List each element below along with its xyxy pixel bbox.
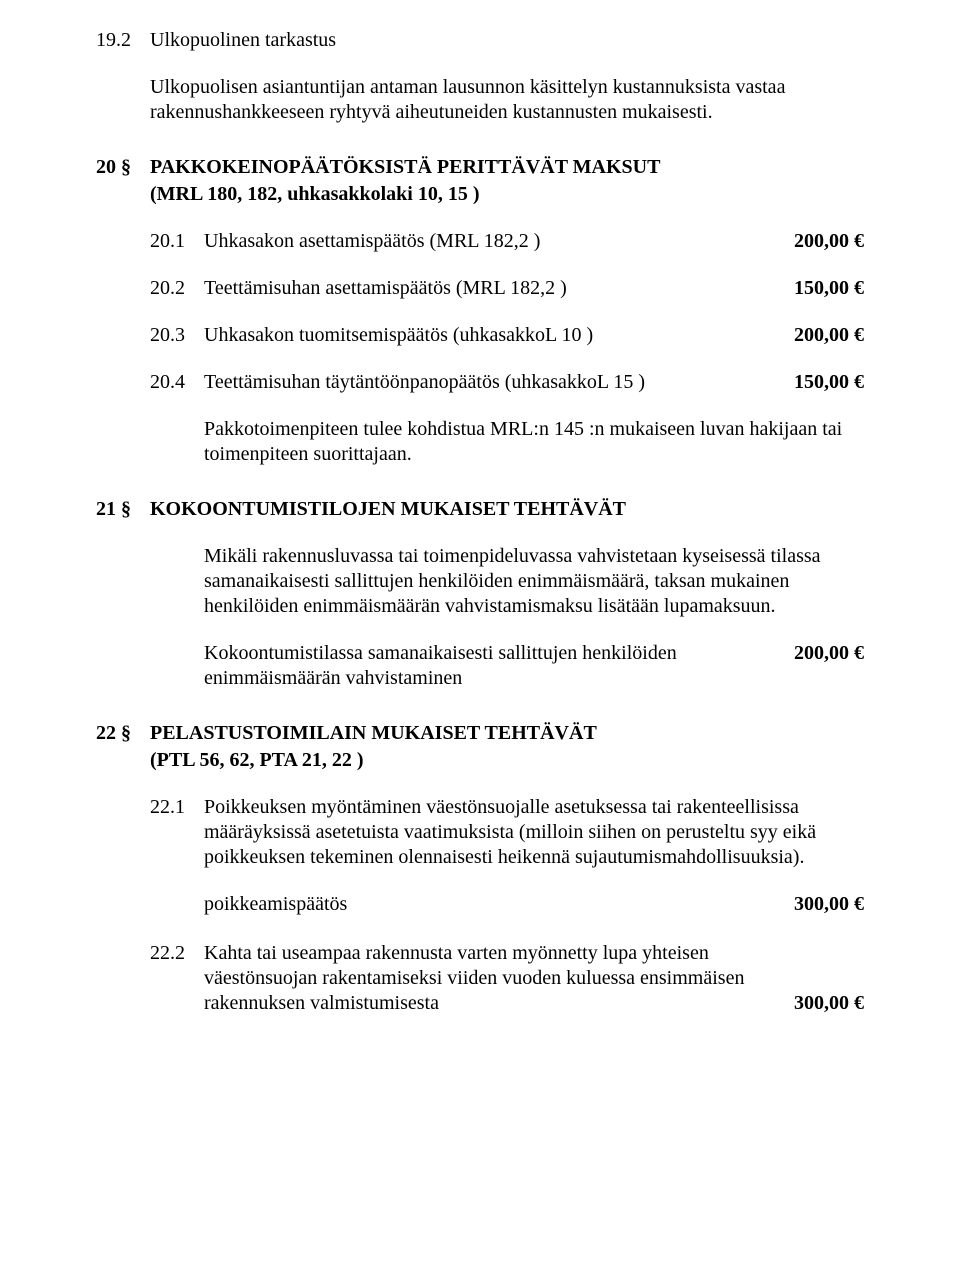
section-21-line2: Kokoontumistilassa samanaikaisesti salli… (204, 641, 864, 691)
line-text: Kokoontumistilassa samanaikaisesti salli… (204, 641, 794, 691)
item-20-4: 20.4 Teettämisuhan täytäntöönpanopäätös … (150, 370, 864, 395)
section-21-para1: Mikäli rakennusluvassa tai toimenpideluv… (204, 544, 864, 619)
item-text: Uhkasakon asettamispäätös (MRL 182,2 ) (204, 229, 794, 254)
item-20-1: 20.1 Uhkasakon asettamispäätös (MRL 182,… (150, 229, 864, 254)
section-20-subtitle: (MRL 180, 182, uhkasakkolaki 10, 15 ) (150, 182, 864, 207)
item-price: 300,00 € (794, 892, 864, 917)
section-22-heading: 22 § PELASTUSTOIMILAIN MUKAISET TEHTÄVÄT (96, 721, 864, 746)
section-19-2-heading: 19.2 Ulkopuolinen tarkastus (96, 28, 864, 53)
section-19-2-para: Ulkopuolisen asiantuntijan antaman lausu… (150, 75, 864, 125)
item-20-3: 20.3 Uhkasakon tuomitsemispäätös (uhkasa… (150, 323, 864, 348)
item-text: Teettämisuhan täytäntöönpanopäätös (uhka… (204, 370, 794, 395)
section-20-note: Pakkotoimenpiteen tulee kohdistua MRL:n … (204, 417, 864, 467)
item-22-2: 22.2 Kahta tai useampaa rakennusta varte… (150, 941, 864, 1016)
section-title: Ulkopuolinen tarkastus (150, 28, 864, 53)
section-number: 21 § (96, 497, 150, 522)
item-text: Uhkasakon tuomitsemispäätös (uhkasakkoL … (204, 323, 794, 348)
section-21-heading: 21 § KOKOONTUMISTILOJEN MUKAISET TEHTÄVÄ… (96, 497, 864, 522)
item-22-1: 22.1 Poikkeuksen myöntäminen väestönsuoj… (150, 795, 864, 917)
item-number: 20.3 (150, 323, 204, 348)
item-price: 150,00 € (794, 370, 864, 395)
item-text: Kahta tai useampaa rakennusta varten myö… (204, 941, 794, 1016)
section-number: 20 § (96, 155, 150, 180)
item-number: 20.2 (150, 276, 204, 301)
item-price: 200,00 € (794, 229, 864, 254)
line-price: 200,00 € (794, 641, 864, 691)
section-20-heading: 20 § PAKKOKEINOPÄÄTÖKSISTÄ PERITTÄVÄT MA… (96, 155, 864, 180)
item-price: 300,00 € (794, 991, 864, 1016)
item-22-2-line: Kahta tai useampaa rakennusta varten myö… (204, 941, 864, 1016)
section-number: 22 § (96, 721, 150, 746)
section-title: PAKKOKEINOPÄÄTÖKSISTÄ PERITTÄVÄT MAKSUT (150, 155, 864, 180)
section-title: PELASTUSTOIMILAIN MUKAISET TEHTÄVÄT (150, 721, 864, 746)
item-number: 20.1 (150, 229, 204, 254)
item-number: 22.1 (150, 795, 204, 917)
section-title: KOKOONTUMISTILOJEN MUKAISET TEHTÄVÄT (150, 497, 864, 522)
section-22-subtitle: (PTL 56, 62, PTA 21, 22 ) (150, 748, 864, 773)
item-number: 20.4 (150, 370, 204, 395)
item-20-2: 20.2 Teettämisuhan asettamispäätös (MRL … (150, 276, 864, 301)
item-price: 200,00 € (794, 323, 864, 348)
item-text: Teettämisuhan asettamispäätös (MRL 182,2… (204, 276, 794, 301)
item-text: Poikkeuksen myöntäminen väestönsuojalle … (204, 795, 864, 870)
section-number: 19.2 (96, 28, 150, 53)
item-22-1-price-line: poikkeamispäätös 300,00 € (204, 892, 864, 917)
item-price: 150,00 € (794, 276, 864, 301)
item-number: 22.2 (150, 941, 204, 1016)
price-label: poikkeamispäätös (204, 892, 347, 917)
